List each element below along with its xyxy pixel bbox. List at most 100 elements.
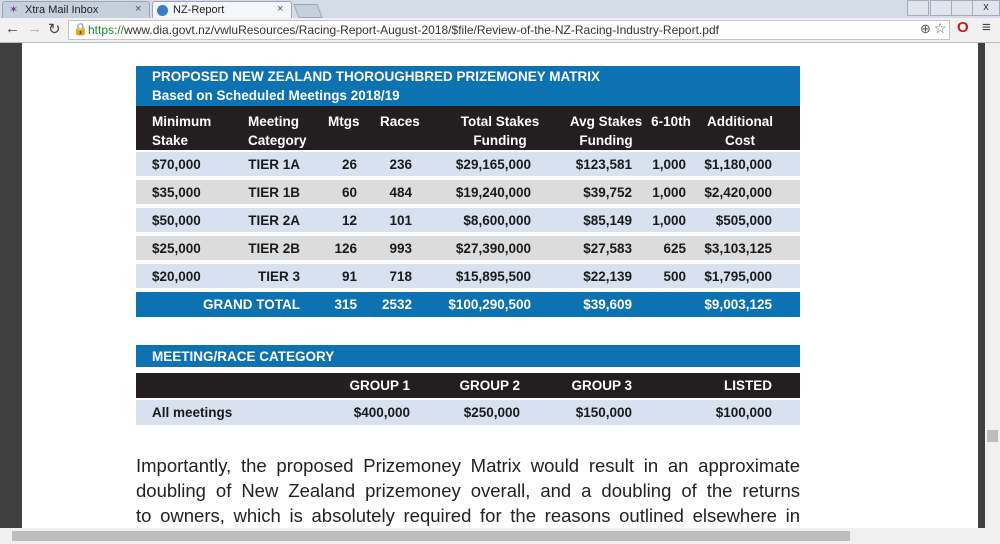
paragraph-line: Importantly, the proposed Prizemoney Mat… xyxy=(136,455,800,476)
table-cell: $1,795,000 xyxy=(704,269,772,284)
header-band xyxy=(136,106,800,150)
table-cell: TIER 3 xyxy=(257,269,300,284)
table-cell: $85,149 xyxy=(583,213,632,228)
tab-icon xyxy=(157,5,168,16)
table-cell: $29,165,000 xyxy=(455,157,531,172)
table-title: MEETING/RACE CATEGORY xyxy=(152,349,335,364)
tab-close[interactable]: × xyxy=(277,3,284,15)
table-cell: $20,000 xyxy=(152,269,201,284)
table-cell: 500 xyxy=(663,269,686,284)
table-row xyxy=(136,400,800,425)
tab[interactable]: NZ-Report × xyxy=(152,1,292,19)
table-cell: $27,390,000 xyxy=(455,241,531,256)
table-cell: $150,000 xyxy=(575,405,632,420)
column-header: Avg Stakes xyxy=(569,114,643,129)
table-cell: $50,000 xyxy=(152,213,201,228)
table-title: PROPOSED NEW ZEALAND THOROUGHBRED PRIZEM… xyxy=(152,69,601,84)
table-cell: 26 xyxy=(341,157,357,172)
tab-close[interactable]: × xyxy=(135,3,142,15)
table-cell: TIER 1A xyxy=(248,157,300,172)
column-header: GROUP 3 xyxy=(571,378,632,393)
table-cell: 101 xyxy=(389,213,412,228)
header-band xyxy=(136,373,800,398)
table-cell: $39,752 xyxy=(583,185,632,200)
column-header: 6-10th xyxy=(651,114,691,129)
table-cell: 1,000 xyxy=(652,213,686,228)
tab[interactable]: ✶ Xtra Mail Inbox × xyxy=(2,1,150,19)
total-cell: 315 xyxy=(334,297,357,312)
table-cell: $70,000 xyxy=(152,157,201,172)
table-cell: $2,420,000 xyxy=(704,185,772,200)
total-cell: 2532 xyxy=(381,297,412,312)
scroll-thumb[interactable] xyxy=(12,531,850,541)
column-header: LISTED xyxy=(723,378,772,393)
table-cell: $123,581 xyxy=(575,157,632,172)
reload-button[interactable]: ↻ xyxy=(48,21,61,38)
table-cell: $250,000 xyxy=(463,405,520,420)
column-header: Additional xyxy=(707,114,773,129)
menu-button[interactable]: ≡ xyxy=(982,19,991,36)
column-header: Funding xyxy=(473,133,527,148)
table-cell: TIER 1B xyxy=(248,185,300,200)
row-label: All meetings xyxy=(152,405,233,420)
table-cell: $3,103,125 xyxy=(704,241,772,256)
table-row xyxy=(136,236,800,260)
table-cell: 993 xyxy=(389,241,412,256)
table-cell: 1,000 xyxy=(652,157,686,172)
column-header: Total Stakes xyxy=(460,114,540,129)
table-cell: 12 xyxy=(341,213,357,228)
total-cell: $100,290,500 xyxy=(448,297,531,312)
extension-icon[interactable]: O xyxy=(957,19,969,36)
table-title-band xyxy=(136,345,800,367)
table-cell: 91 xyxy=(341,269,357,284)
total-cell: $9,003,125 xyxy=(704,297,772,312)
table-cell: $27,583 xyxy=(583,241,632,256)
toolbar: ← → ↻ 🔒 https://www.dia.govt.nz/vwluReso… xyxy=(0,18,1000,43)
column-header: Stake xyxy=(152,133,189,148)
column-header: Cost xyxy=(725,133,755,148)
table-title-band xyxy=(136,66,800,106)
forward-button[interactable]: → xyxy=(27,20,42,37)
column-header: Category xyxy=(248,133,307,148)
table-cell: $8,600,000 xyxy=(463,213,531,228)
column-header: Funding xyxy=(579,133,633,148)
table-cell: $400,000 xyxy=(353,405,410,420)
back-button[interactable]: ← xyxy=(5,20,20,37)
bookmark-star[interactable]: ☆ xyxy=(934,20,947,36)
table-subtitle: Based on Scheduled Meetings 2018/19 xyxy=(152,88,400,103)
table-row xyxy=(136,208,800,232)
table-cell: 718 xyxy=(389,269,412,284)
total-cell: $39,609 xyxy=(583,297,632,312)
table-cell: 625 xyxy=(663,241,686,256)
table-cell: $1,180,000 xyxy=(704,157,772,172)
table-cell: TIER 2A xyxy=(248,213,300,228)
horizontal-scrollbar[interactable] xyxy=(0,528,1000,544)
vertical-scrollbar[interactable] xyxy=(985,43,1000,528)
table-cell: 1,000 xyxy=(652,185,686,200)
table-cell: TIER 2B xyxy=(248,241,300,256)
total-row xyxy=(136,292,800,317)
address-bar[interactable]: 🔒 https://www.dia.govt.nz/vwluResources/… xyxy=(68,20,950,40)
url: https://www.dia.govt.nz/vwluResources/Ra… xyxy=(88,23,719,37)
column-header: GROUP 2 xyxy=(459,378,520,393)
table-cell: $22,139 xyxy=(583,269,632,284)
table-row xyxy=(136,264,800,288)
table-row xyxy=(136,152,800,176)
column-header: GROUP 1 xyxy=(349,378,410,393)
scroll-thumb[interactable] xyxy=(987,430,998,442)
table-cell: $25,000 xyxy=(152,241,201,256)
table-cell: 236 xyxy=(389,157,412,172)
table-cell: 126 xyxy=(334,241,357,256)
table-cell: 484 xyxy=(389,185,412,200)
table-cell: $35,000 xyxy=(152,185,201,200)
paragraph-line: to owners, which is absolutely required … xyxy=(136,505,800,526)
paragraph-line: doubling of New Zealand prizemoney overa… xyxy=(136,480,800,501)
profile-button[interactable] xyxy=(907,0,929,16)
table-cell: $100,000 xyxy=(715,405,772,420)
zoom-icon[interactable]: ⊕ xyxy=(920,21,931,36)
table-cell: $15,895,500 xyxy=(455,269,531,284)
table-cell: $19,240,000 xyxy=(455,185,531,200)
tab-title: NZ-Report xyxy=(173,4,225,16)
tab-title: Xtra Mail Inbox xyxy=(25,4,99,16)
